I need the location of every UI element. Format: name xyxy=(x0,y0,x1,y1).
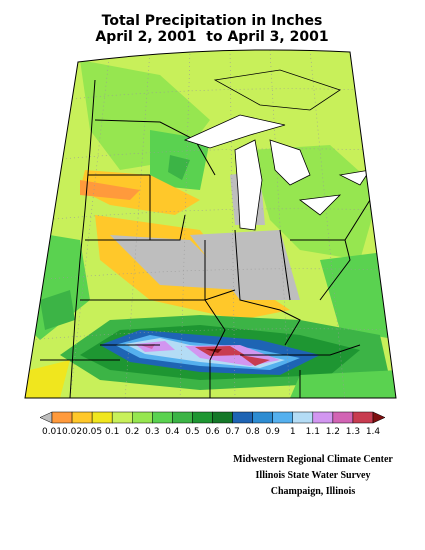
legend-swatch xyxy=(252,411,273,424)
subtitle: April 2, 2001 to April 3, 2001 xyxy=(95,29,328,45)
credit: Illinois State Water Survey xyxy=(256,470,371,481)
map-frame xyxy=(24,49,397,399)
precipitation-map xyxy=(25,49,396,398)
legend-swatch xyxy=(132,411,153,424)
legend-label: 0.2 xyxy=(125,427,139,437)
legend-arrow xyxy=(372,411,386,424)
title: Total Precipitation in Inches xyxy=(102,13,323,29)
legend-swatch xyxy=(312,411,334,424)
credit: Champaign, Illinois xyxy=(271,486,356,497)
legend-label: 1.2 xyxy=(326,427,340,437)
legend-label: 0.7 xyxy=(225,427,239,437)
legend-swatch xyxy=(232,411,253,424)
legend-swatch xyxy=(332,411,354,424)
legend-swatch xyxy=(152,411,173,424)
credit: Midwestern Regional Climate Center xyxy=(233,454,393,465)
legend-swatch xyxy=(352,411,374,424)
legend-label: 1.1 xyxy=(306,427,320,437)
legend-label: 0.9 xyxy=(266,427,281,437)
legend-swatch xyxy=(111,411,133,424)
legend-label: 0.05 xyxy=(82,427,102,437)
legend-label: 0.01 xyxy=(42,427,62,437)
legend-label: 0.5 xyxy=(185,427,199,437)
legend-label: 1 xyxy=(290,427,296,437)
legend-label: 0.6 xyxy=(205,427,220,437)
legend-swatch xyxy=(212,411,233,424)
legend-label: 0.3 xyxy=(145,427,159,437)
legend-label: 0.4 xyxy=(165,427,180,437)
legend-arrow xyxy=(39,411,53,424)
legend-label: 0.1 xyxy=(105,427,119,437)
legend-swatch xyxy=(71,411,93,424)
legend-label: 1.3 xyxy=(346,427,360,437)
legend: 0.01 0.02 0.05 0.1 0.2 0.3 0.4 0.5 0.6 0.7 0.8 0.9 1… xyxy=(39,411,386,437)
legend-swatch xyxy=(91,411,113,424)
legend-label: 0.02 xyxy=(62,427,82,437)
legend-swatch xyxy=(51,411,73,424)
legend-swatch xyxy=(172,411,193,424)
legend-label: 0.8 xyxy=(245,427,260,437)
legend-swatch xyxy=(292,411,314,424)
legend-swatch xyxy=(272,411,293,424)
legend-label: 1.4 xyxy=(366,427,381,437)
legend-swatch xyxy=(192,411,213,424)
